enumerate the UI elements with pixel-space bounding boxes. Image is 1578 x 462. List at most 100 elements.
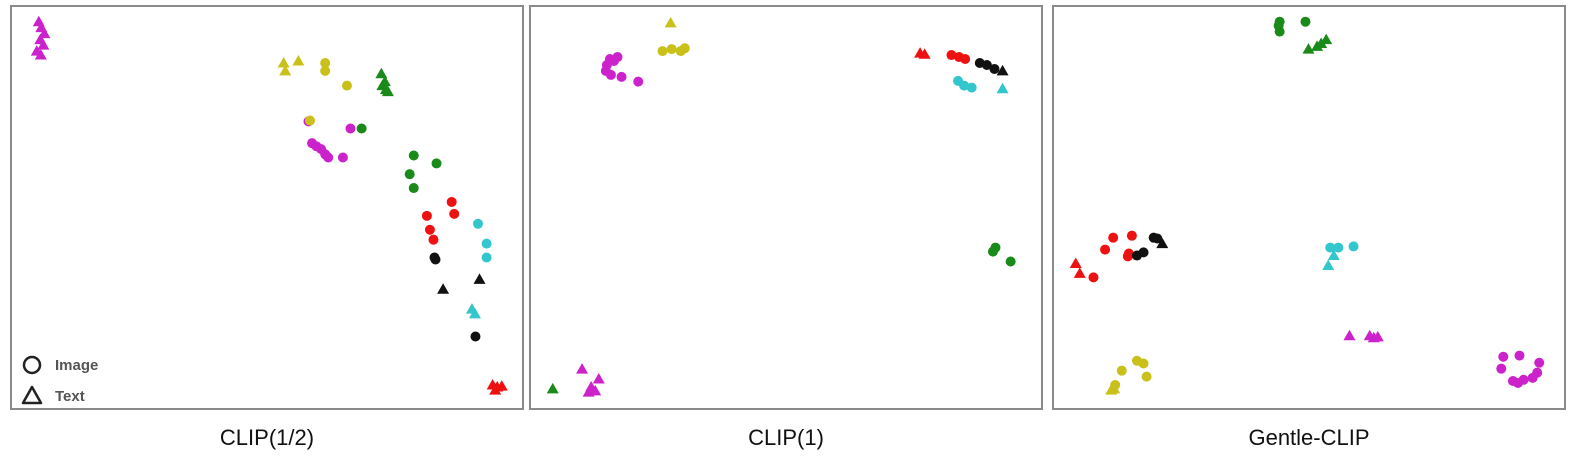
scatter-plot-gentle-clip xyxy=(1052,5,1566,410)
text-point-green xyxy=(375,67,388,79)
text-point-green xyxy=(1302,43,1315,54)
image-point-green xyxy=(404,169,415,180)
text-point-red xyxy=(489,384,502,395)
image-point-cyan xyxy=(473,218,484,229)
legend-image-marker xyxy=(22,355,42,375)
image-point-magenta xyxy=(1496,363,1507,374)
text-point-black xyxy=(1156,237,1169,249)
text-point-magenta xyxy=(1367,331,1380,343)
panel-clip-one xyxy=(529,5,1043,410)
image-point-cyan xyxy=(481,238,492,249)
plot-frame xyxy=(1052,5,1566,410)
text-point-red xyxy=(918,48,931,59)
text-point-black xyxy=(437,283,450,294)
plot-frame xyxy=(10,5,524,410)
image-point-magenta xyxy=(323,152,334,163)
image-point-cyan xyxy=(481,252,492,263)
image-point-green xyxy=(1005,256,1016,267)
image-point-red xyxy=(1126,230,1137,241)
legend-text-label: Text xyxy=(55,388,85,405)
image-point-olive xyxy=(1141,371,1152,382)
image-point-olive xyxy=(1116,365,1127,376)
image-point-magenta xyxy=(1512,377,1523,388)
text-point-green xyxy=(1311,40,1324,51)
points-layer xyxy=(1069,16,1545,395)
image-point-black xyxy=(1152,233,1163,244)
points-layer xyxy=(546,16,1016,397)
image-point-red xyxy=(1108,232,1119,243)
image-point-olive xyxy=(305,115,316,126)
text-point-black xyxy=(473,273,486,284)
scatter-plot-clip-half: Image Text xyxy=(10,5,524,410)
points-layer xyxy=(30,15,508,395)
image-point-red xyxy=(428,234,439,245)
image-point-olive xyxy=(657,46,668,57)
image-point-green xyxy=(408,150,419,161)
text-point-magenta xyxy=(34,49,47,60)
image-point-cyan xyxy=(1325,242,1336,253)
text-point-magenta xyxy=(37,39,50,50)
image-point-magenta xyxy=(616,71,627,82)
text-point-red xyxy=(495,380,508,391)
image-point-black xyxy=(430,254,441,265)
image-point-red xyxy=(446,196,457,207)
legend-text-marker xyxy=(21,385,43,405)
image-point-green xyxy=(356,123,367,134)
image-point-magenta xyxy=(633,76,644,87)
image-point-magenta xyxy=(1527,372,1538,383)
caption-clip-one: CLIP(1) xyxy=(748,425,824,450)
image-point-magenta xyxy=(1534,357,1545,368)
text-point-green xyxy=(381,85,394,97)
image-point-green xyxy=(1300,16,1311,27)
image-point-cyan xyxy=(1333,242,1344,253)
image-point-red xyxy=(449,208,460,219)
image-point-cyan xyxy=(1348,241,1359,252)
text-point-red xyxy=(1073,267,1086,278)
text-point-black xyxy=(996,64,1009,76)
image-point-olive xyxy=(1138,358,1149,369)
caption-gentle-clip: Gentle-CLIP xyxy=(1248,425,1370,450)
image-point-red xyxy=(946,50,957,61)
text-point-olive xyxy=(1105,384,1118,395)
text-point-olive xyxy=(279,64,292,76)
image-point-black xyxy=(981,59,992,70)
image-point-magenta xyxy=(1514,350,1525,361)
text-point-cyan xyxy=(468,307,481,319)
text-point-magenta xyxy=(576,363,589,374)
image-point-green xyxy=(408,183,419,194)
image-point-red xyxy=(424,224,435,235)
image-point-red xyxy=(960,54,971,65)
image-point-magenta xyxy=(337,152,348,163)
scatter-plot-clip-one xyxy=(529,5,1043,410)
panel-gentle-clip xyxy=(1052,5,1566,410)
image-point-magenta xyxy=(608,56,619,67)
text-point-cyan xyxy=(1327,249,1340,261)
image-point-cyan xyxy=(959,80,970,91)
image-point-magenta xyxy=(1498,351,1509,362)
image-point-black xyxy=(470,331,481,342)
caption-clip-half: CLIP(1/2) xyxy=(219,425,315,450)
text-point-green xyxy=(546,382,559,394)
image-point-magenta xyxy=(345,123,356,134)
image-point-red xyxy=(1088,272,1099,283)
text-point-cyan xyxy=(996,82,1009,94)
text-point-magenta xyxy=(592,373,605,384)
image-point-olive xyxy=(320,57,331,68)
text-point-olive xyxy=(664,16,677,28)
image-point-black xyxy=(1131,250,1142,261)
image-point-cyan xyxy=(966,82,977,93)
text-point-cyan xyxy=(1322,259,1335,270)
image-point-red xyxy=(421,210,432,221)
image-point-black xyxy=(989,63,1000,74)
text-point-magenta xyxy=(1343,329,1356,341)
text-point-olive xyxy=(277,56,290,68)
image-point-olive xyxy=(341,80,352,91)
image-point-green xyxy=(431,158,442,169)
image-point-olive xyxy=(679,43,690,54)
image-point-red xyxy=(1100,244,1111,255)
image-point-red xyxy=(1122,251,1133,262)
text-point-magenta xyxy=(582,386,595,397)
legend-image-label: Image xyxy=(55,357,98,374)
image-point-green xyxy=(1274,26,1285,37)
text-point-olive xyxy=(292,55,305,66)
